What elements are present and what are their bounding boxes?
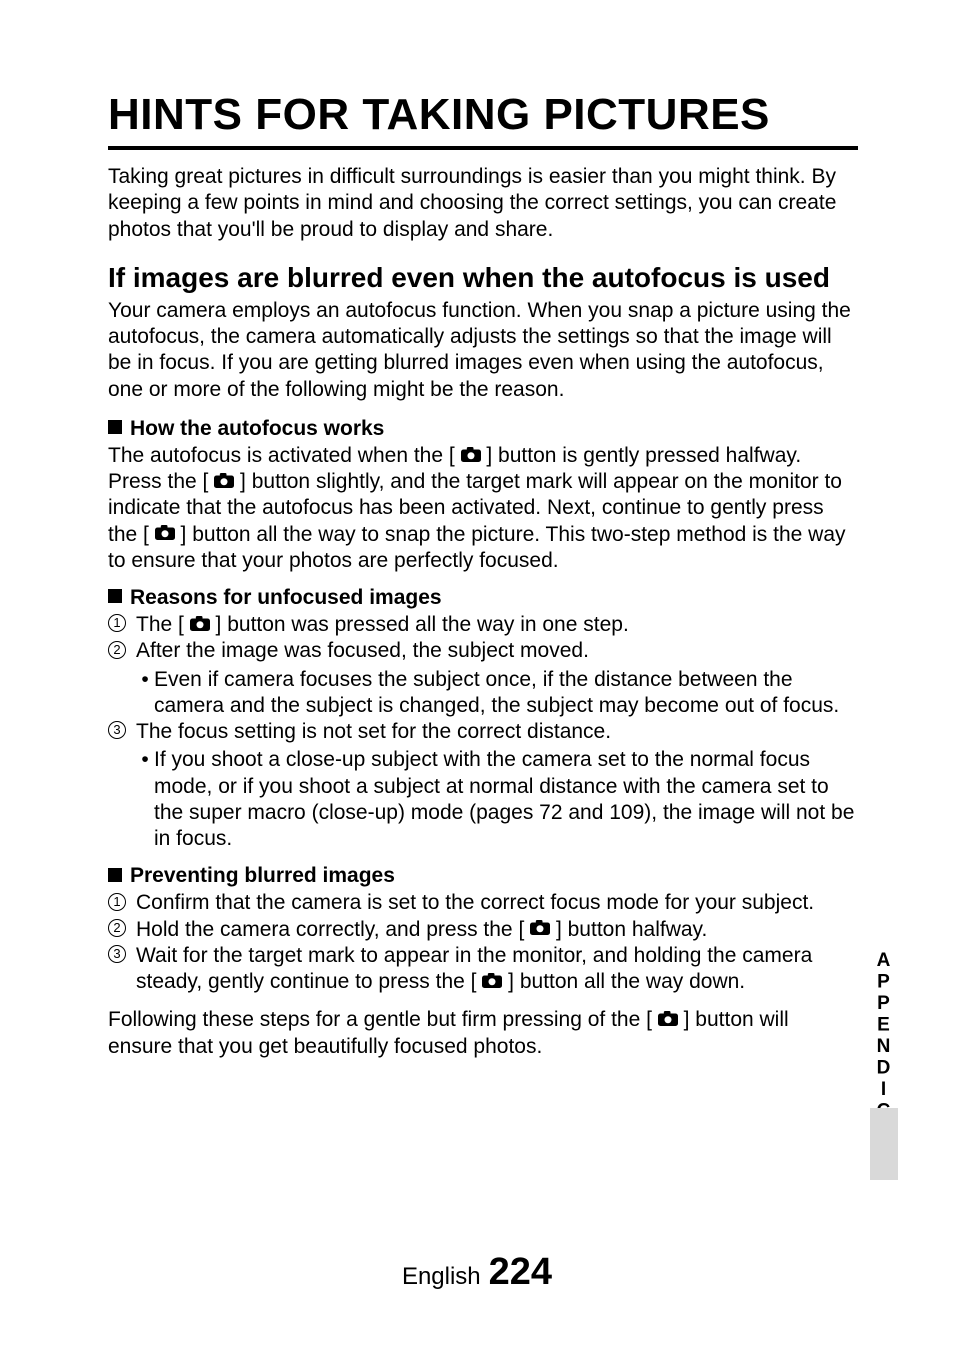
- subheading-text: How the autofocus works: [130, 417, 384, 440]
- prevent-list: 1 Confirm that the camera is set to the …: [108, 890, 858, 995]
- square-bullet-icon: [108, 420, 122, 434]
- reasons-list: 1 The [ ] button was pressed all the way…: [108, 612, 858, 852]
- camera-icon: [155, 525, 175, 540]
- camera-icon: [658, 1011, 678, 1026]
- text-fragment: The [: [136, 613, 190, 636]
- circled-number-icon: 1: [108, 893, 126, 911]
- text-fragment: If you shoot a close-up subject with the…: [154, 747, 858, 852]
- list-item: 3 The focus setting is not set for the c…: [108, 719, 858, 852]
- text-fragment: ] button halfway.: [550, 918, 707, 941]
- side-tab-appendices: APPENDICES: [870, 950, 898, 1180]
- list-item: 1 Confirm that the camera is set to the …: [108, 890, 858, 916]
- list-item-text: Wait for the target mark to appear in th…: [136, 943, 858, 996]
- circled-number-icon: 1: [108, 614, 126, 632]
- list-item: 2 After the image was focused, the subje…: [108, 638, 858, 719]
- page-title: HINTS FOR TAKING PICTURES: [108, 90, 858, 140]
- list-marker: 3: [108, 719, 136, 852]
- text-fragment: ] button all the way to snap the picture…: [108, 523, 846, 572]
- bullet-icon: •: [136, 747, 154, 852]
- list-item-text: Confirm that the camera is set to the co…: [136, 890, 858, 916]
- list-item-text: The [ ] button was pressed all the way i…: [136, 612, 858, 638]
- closing-paragraph: Following these steps for a gentle but f…: [108, 1007, 858, 1060]
- list-item-text: Hold the camera correctly, and press the…: [136, 917, 858, 943]
- camera-icon: [530, 920, 550, 935]
- subheading-text: Preventing blurred images: [130, 864, 395, 887]
- list-marker: 1: [108, 890, 136, 916]
- list-marker: 1: [108, 612, 136, 638]
- title-rule: [108, 146, 858, 150]
- list-item-text: The focus setting is not set for the cor…: [136, 719, 858, 852]
- circled-number-icon: 2: [108, 919, 126, 937]
- camera-icon: [214, 473, 234, 488]
- bullet-icon: •: [136, 667, 154, 720]
- page-footer: English 224: [0, 1251, 954, 1294]
- page: HINTS FOR TAKING PICTURES Taking great p…: [0, 0, 954, 1350]
- text-fragment: Following these steps for a gentle but f…: [108, 1008, 658, 1031]
- subheading-text: Reasons for unfocused images: [130, 586, 442, 609]
- list-item: 3 Wait for the target mark to appear in …: [108, 943, 858, 996]
- square-bullet-icon: [108, 589, 122, 603]
- sub-list: •Even if camera focuses the subject once…: [136, 667, 858, 720]
- page-number: 224: [489, 1251, 552, 1293]
- text-fragment: The focus setting is not set for the cor…: [136, 720, 611, 743]
- subheading-reasons-unfocused: Reasons for unfocused images: [108, 586, 858, 610]
- intro-paragraph: Taking great pictures in difficult surro…: [108, 164, 858, 243]
- camera-icon: [461, 447, 481, 462]
- footer-language: English: [402, 1263, 481, 1290]
- circled-number-icon: 2: [108, 641, 126, 659]
- list-item: 1 The [ ] button was pressed all the way…: [108, 612, 858, 638]
- sub-list: •If you shoot a close-up subject with th…: [136, 747, 858, 852]
- section-heading-autofocus-blur: If images are blurred even when the auto…: [108, 261, 858, 294]
- camera-icon: [190, 616, 210, 631]
- list-item-text: After the image was focused, the subject…: [136, 638, 858, 719]
- text-fragment: Hold the camera correctly, and press the…: [136, 918, 530, 941]
- paragraph-how-autofocus: The autofocus is activated when the [ ] …: [108, 443, 858, 574]
- text-fragment: ] button all the way down.: [502, 970, 745, 993]
- text-fragment: The autofocus is activated when the [: [108, 444, 461, 467]
- text-fragment: ] button was pressed all the way in one …: [210, 613, 629, 636]
- circled-number-icon: 3: [108, 721, 126, 739]
- list-item: 2 Hold the camera correctly, and press t…: [108, 917, 858, 943]
- side-tab-bg: [870, 1108, 898, 1180]
- list-item: •Even if camera focuses the subject once…: [136, 667, 858, 720]
- circled-number-icon: 3: [108, 945, 126, 963]
- list-marker: 3: [108, 943, 136, 996]
- square-bullet-icon: [108, 868, 122, 882]
- text-fragment: After the image was focused, the subject…: [136, 639, 589, 662]
- subheading-preventing-blurred: Preventing blurred images: [108, 864, 858, 888]
- list-item: •If you shoot a close-up subject with th…: [136, 747, 858, 852]
- section-body-autofocus-blur: Your camera employs an autofocus functio…: [108, 298, 858, 403]
- list-marker: 2: [108, 917, 136, 943]
- camera-icon: [482, 973, 502, 988]
- subheading-how-autofocus-works: How the autofocus works: [108, 417, 858, 441]
- list-marker: 2: [108, 638, 136, 719]
- text-fragment: Even if camera focuses the subject once,…: [154, 667, 858, 720]
